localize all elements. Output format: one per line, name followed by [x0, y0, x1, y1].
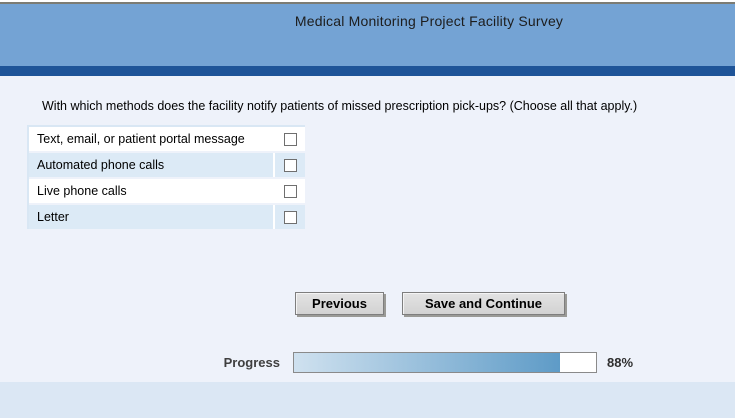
progress-percent: 88%: [607, 355, 634, 370]
footer-strip: [0, 382, 735, 418]
question-text: With which methods does the facility not…: [42, 99, 638, 113]
option-checkbox-cell: [275, 153, 305, 177]
option-row: Live phone calls: [29, 179, 305, 203]
option-checkbox[interactable]: [283, 210, 297, 224]
option-checkbox-cell: [275, 179, 305, 203]
top-margin: [0, 0, 735, 2]
option-row: Automated phone calls: [29, 153, 305, 177]
save-and-continue-button[interactable]: Save and Continue: [402, 292, 565, 315]
top-divider-line: [0, 2, 735, 4]
option-row: Text, email, or patient portal message: [29, 127, 305, 151]
option-label: Automated phone calls: [29, 153, 273, 177]
previous-button[interactable]: Previous: [295, 292, 384, 315]
progress-fill: [294, 353, 560, 372]
option-checkbox-cell: [275, 205, 305, 229]
option-checkbox[interactable]: [283, 132, 297, 146]
option-label: Letter: [29, 205, 273, 229]
options-table: Text, email, or patient portal message Au…: [27, 125, 305, 229]
header-accent-stripe: [0, 66, 735, 76]
option-checkbox-cell: [275, 127, 305, 151]
progress-label: Progress: [223, 355, 280, 370]
header-banner: Medical Monitoring Project Facility Surv…: [0, 4, 735, 66]
option-checkbox[interactable]: [283, 158, 297, 172]
option-label: Text, email, or patient portal message: [29, 127, 273, 151]
option-checkbox[interactable]: [283, 184, 297, 198]
progress-bar: [293, 352, 597, 373]
page-title: Medical Monitoring Project Facility Surv…: [294, 13, 564, 29]
option-label: Live phone calls: [29, 179, 273, 203]
option-row: Letter: [29, 205, 305, 229]
